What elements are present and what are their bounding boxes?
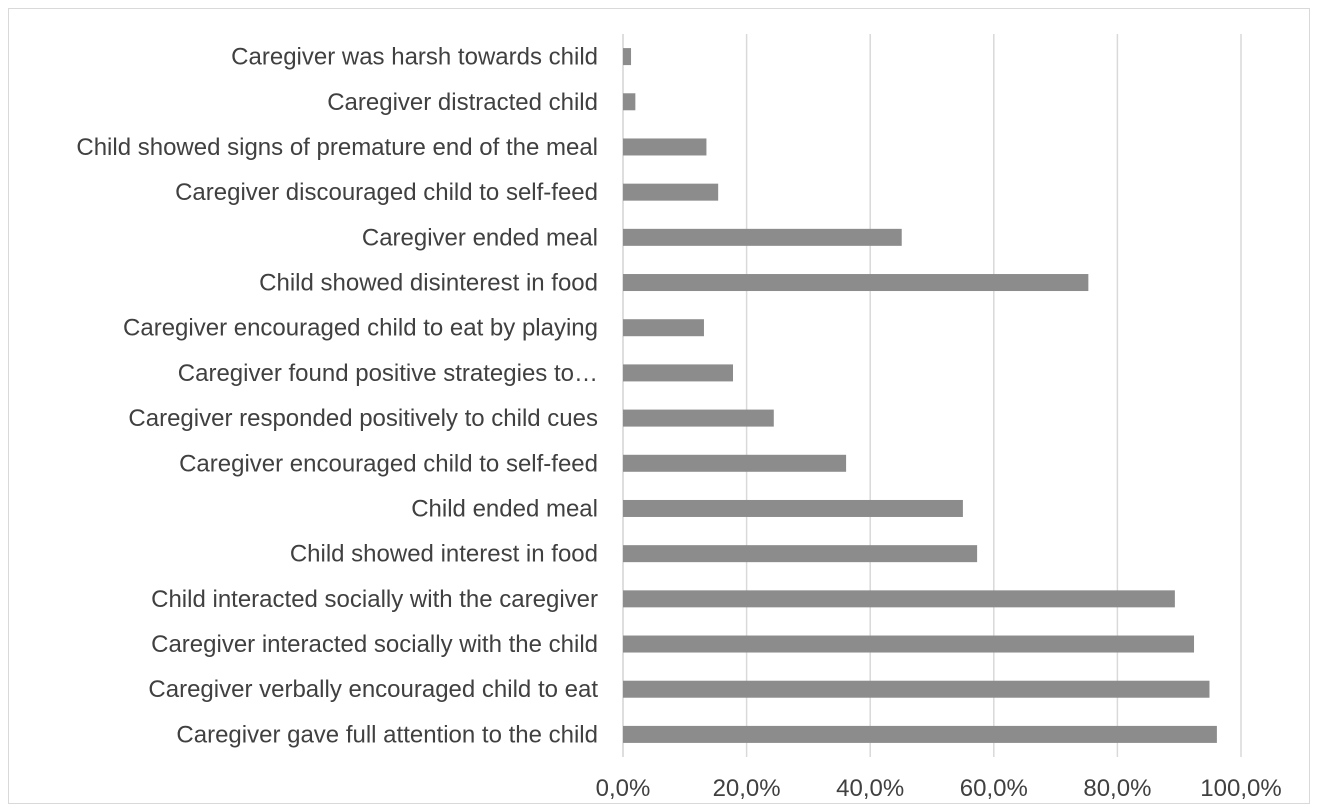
category-label: Child interacted socially with the careg… xyxy=(151,586,598,613)
category-label: Child showed signs of premature end of t… xyxy=(76,134,598,161)
bar xyxy=(623,319,704,337)
bar xyxy=(623,680,1210,698)
category-label: Caregiver verbally encouraged child to e… xyxy=(148,676,598,703)
category-label: Caregiver discouraged child to self-feed xyxy=(175,179,598,206)
bar xyxy=(623,183,719,201)
x-tick-label: 60,0% xyxy=(960,775,1028,802)
bar xyxy=(623,409,774,427)
x-tick-label: 100,0% xyxy=(1200,775,1281,802)
category-label: Caregiver interacted socially with the c… xyxy=(151,631,598,658)
x-tick-labels: 0,0% 20,0% 40,0% 60,0% 80,0% 100,0% xyxy=(596,775,1282,802)
bar xyxy=(623,725,1217,743)
bar xyxy=(623,635,1195,653)
bar xyxy=(623,274,1089,292)
bar xyxy=(623,228,902,246)
category-label: Child showed interest in food xyxy=(290,541,598,568)
category-label: Caregiver ended meal xyxy=(362,224,598,251)
category-label: Caregiver encouraged child to eat by pla… xyxy=(123,315,598,342)
category-label: Caregiver was harsh towards child xyxy=(231,44,598,71)
category-label: Caregiver gave full attention to the chi… xyxy=(176,721,598,748)
category-labels: Caregiver was harsh towards child Caregiv… xyxy=(76,44,598,749)
x-tick-label: 0,0% xyxy=(596,775,651,802)
category-label: Caregiver encouraged child to self-feed xyxy=(179,450,598,477)
category-label: Caregiver responded positively to child … xyxy=(128,405,598,432)
bar xyxy=(623,93,636,111)
x-tick-label: 80,0% xyxy=(1083,775,1151,802)
x-tick-label: 20,0% xyxy=(713,775,781,802)
bars xyxy=(623,48,1217,743)
category-label: Caregiver found positive strategies to… xyxy=(178,360,598,387)
bar xyxy=(623,545,978,563)
bar xyxy=(623,48,632,66)
bar xyxy=(623,364,734,382)
bar xyxy=(623,590,1175,608)
category-label: Child ended meal xyxy=(411,495,598,522)
x-tick-label: 40,0% xyxy=(836,775,904,802)
bar xyxy=(623,499,963,517)
category-label: Caregiver distracted child xyxy=(327,89,598,116)
category-label: Child showed disinterest in food xyxy=(259,270,598,297)
bar xyxy=(623,138,707,156)
bar xyxy=(623,454,847,472)
